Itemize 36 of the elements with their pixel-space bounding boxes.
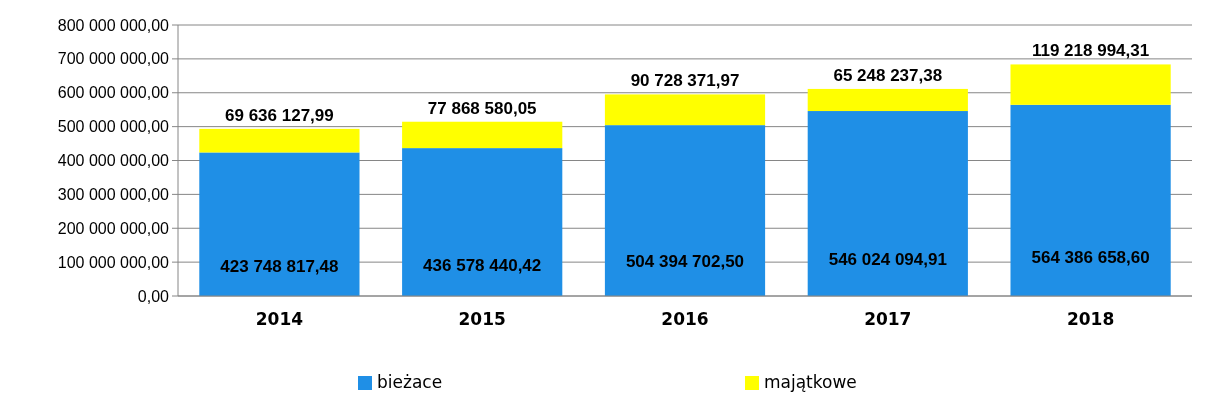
y-tick-label: 200 000 000,00 [57,219,170,237]
bar [402,121,563,149]
x-tick-label: 2017 [864,309,912,329]
x-tick-label: 2016 [661,309,709,329]
bar [807,111,968,296]
y-tick-label: 500 000 000,00 [57,118,170,136]
y-tick-label: 0,00 [137,287,170,305]
data-label: 436 578 440,42 [423,255,542,275]
bar [807,88,968,112]
bar [604,94,766,126]
y-tick-label: 800 000 000,00 [57,16,170,34]
x-tick-label: 2018 [1066,309,1115,329]
bar [604,125,766,296]
y-tick-label: 100 000 000,00 [57,253,170,271]
y-tick-label: 700 000 000,00 [57,50,170,68]
data-label: 423 748 817,48 [220,256,339,276]
legend-label: bieżace [377,372,443,392]
y-tick-label: 300 000 000,00 [57,185,170,203]
legend-label: majątkowe [764,372,857,392]
data-label: 90 728 371,97 [630,71,740,91]
x-tick-label: 2015 [458,309,506,329]
data-label: 77 868 580,05 [427,98,537,118]
bar [199,128,360,153]
data-label: 504 394 702,50 [625,251,745,271]
bar [402,148,563,296]
bar [1010,64,1171,105]
y-tick-label: 600 000 000,00 [57,84,170,102]
y-tick-label: 400 000 000,00 [57,152,170,170]
data-label: 564 386 658,60 [1031,248,1150,268]
data-label: 546 024 094,91 [828,249,947,269]
data-label: 65 248 237,38 [833,65,943,85]
x-tick-label: 2014 [255,309,304,329]
data-label: 69 636 127,99 [225,105,334,125]
bar [199,152,360,296]
bar [1010,104,1171,296]
data-label: 119 218 994,31 [1031,41,1150,61]
